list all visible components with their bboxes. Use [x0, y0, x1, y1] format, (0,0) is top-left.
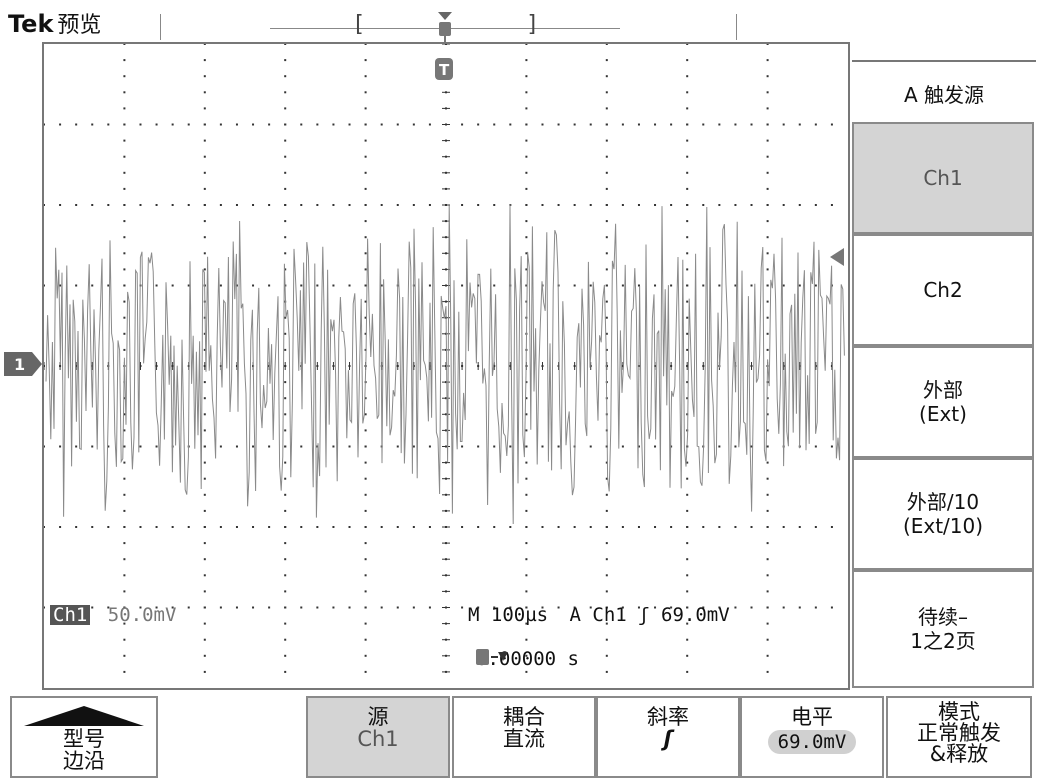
trigger-readout: A Ch1 ʃ 69.0mV: [569, 604, 730, 626]
bottom-label: 模式: [938, 700, 980, 724]
bottom-label: 斜率: [647, 705, 689, 729]
trigger-position-icon: [436, 10, 454, 48]
bottom-sublabel: 正常触发: [917, 721, 1001, 745]
record-bracket-right: ]: [526, 12, 540, 37]
channel-label: Ch1: [50, 605, 91, 625]
up-arrow-icon: [24, 706, 144, 726]
level-button[interactable]: 电平 69.0mV: [740, 696, 884, 778]
menu-label: Ch2: [923, 278, 963, 302]
side-menu-title: A 触发源: [852, 60, 1036, 124]
trigger-mode-button[interactable]: 模式 正常触发 &释放: [886, 696, 1032, 778]
level-value-pill: 69.0mV: [767, 730, 857, 754]
menu-label: Ch1: [923, 166, 963, 190]
trigger-source-button[interactable]: 源 Ch1: [306, 696, 450, 778]
trigger-source-ch2-button[interactable]: Ch2: [852, 234, 1034, 346]
ch1-waveform-trace: [45, 204, 845, 525]
trigger-type-button[interactable]: 型号 边沿: [10, 696, 158, 778]
divider: [736, 14, 737, 40]
record-bracket-left: [: [352, 12, 366, 37]
menu-sublabel: (Ext/10): [902, 514, 984, 538]
bottom-sublabel: 直流: [503, 727, 545, 751]
channel-scale-readout: Ch1 50.0mV: [50, 604, 176, 626]
menu-sublabel: 1之2页: [910, 629, 976, 653]
bottom-label: 源: [367, 705, 389, 729]
timebase-trigger-readout: M 100µs A Ch1 ʃ 69.0mV: [468, 604, 730, 626]
brand-logo: Tek: [8, 10, 54, 38]
menu-label: 外部: [923, 378, 963, 402]
horizontal-position-readout: 0.00000 s: [476, 648, 579, 670]
trigger-source-ch1-button[interactable]: Ch1: [852, 122, 1034, 234]
menu-label: 待续–: [918, 605, 968, 629]
bottom-label: 型号: [63, 727, 105, 751]
waveform-display: T Ch1 50.0mV M 100µs A Ch1 ʃ 69.0mV 0.00…: [42, 42, 850, 690]
menu-sublabel: (Ext): [919, 402, 967, 426]
brand-header: Tek 预览: [8, 10, 101, 40]
acquisition-mode: 预览: [57, 13, 102, 38]
trigger-offset-icon: [476, 649, 508, 665]
bottom-sublabel: 边沿: [63, 749, 105, 773]
trigger-source-ext-button[interactable]: 外部 (Ext): [852, 346, 1034, 458]
channel1-ground-marker[interactable]: 1: [4, 352, 42, 380]
side-menu: A 触发源 Ch1 Ch2 外部 (Ext) 外部/10 (Ext/10) 待续…: [852, 44, 1036, 688]
bottom-sublabel-2: &释放: [929, 742, 989, 766]
bottom-label: 耦合: [503, 705, 545, 729]
trigger-source-ext10-button[interactable]: 外部/10 (Ext/10): [852, 458, 1034, 570]
svg-text:T: T: [439, 61, 450, 79]
timebase: M 100µs: [468, 604, 549, 626]
coupling-button[interactable]: 耦合 直流: [452, 696, 596, 778]
more-page-button[interactable]: 待续– 1之2页: [852, 570, 1034, 688]
slope-button[interactable]: 斜率 ʃ: [596, 696, 740, 778]
divider: [160, 14, 161, 40]
bottom-label: 电平: [791, 705, 833, 729]
bottom-sublabel: Ch1: [357, 727, 399, 751]
graticule: [44, 44, 845, 673]
rising-slope-icon: ʃ: [663, 727, 673, 751]
vertical-scale: 50.0mV: [107, 604, 177, 626]
svg-text:1: 1: [14, 355, 25, 374]
menu-label: 外部/10: [906, 490, 980, 514]
